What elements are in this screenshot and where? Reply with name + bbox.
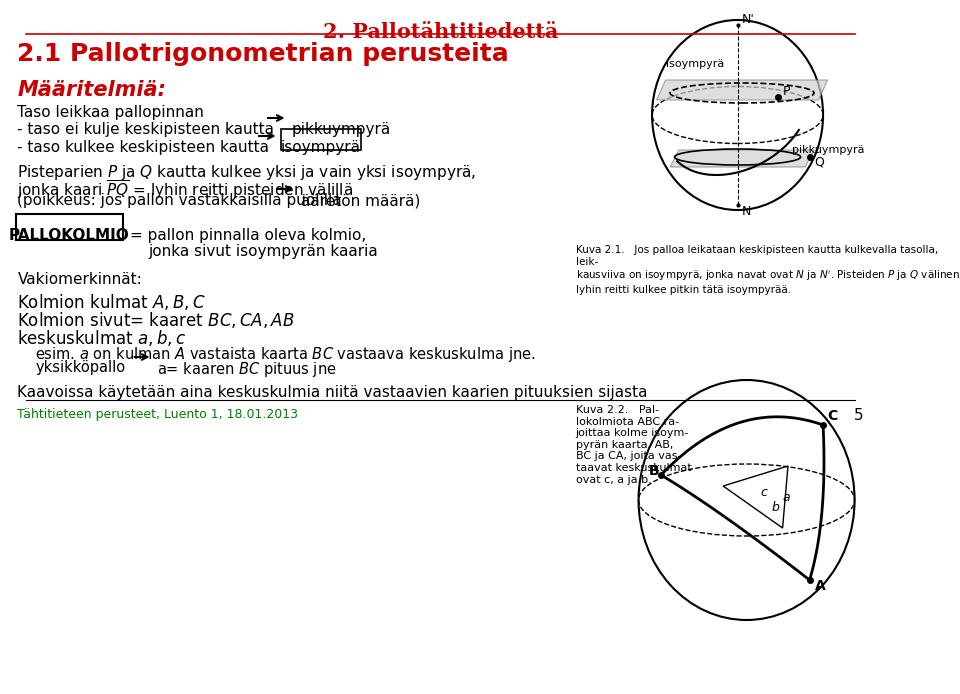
- Text: esim. $\mathit{a}$ on kulman $\mathit{A}$ vastaista kaarta $\mathit{BC}$ vastaav: esim. $\mathit{a}$ on kulman $\mathit{A}…: [36, 345, 536, 364]
- Text: Määritelmiä:: Määritelmiä:: [17, 80, 166, 100]
- Text: Tähtitieteen perusteet, Luento 1, 18.01.2013: Tähtitieteen perusteet, Luento 1, 18.01.…: [17, 408, 299, 421]
- Text: PALLOKOLMIO: PALLOKOLMIO: [9, 228, 130, 243]
- Text: 2. Pallotähtitiedettä: 2. Pallotähtitiedettä: [323, 22, 558, 42]
- Text: yksikköpallo: yksikköpallo: [36, 360, 126, 375]
- Text: jonka sivut isoympyrän kaaria: jonka sivut isoympyrän kaaria: [148, 244, 377, 259]
- Text: A: A: [815, 579, 826, 593]
- Text: - taso ei kulje keskipisteen kautta: - taso ei kulje keskipisteen kautta: [17, 122, 275, 137]
- Text: Kolmion kulmat $\mathit{A, B, C}$: Kolmion kulmat $\mathit{A, B, C}$: [17, 292, 206, 312]
- Text: Kuva 2.2.   Pal-
lokolmiota ABC ra-
joittaa kolme isoym-
pyrän kaarta, AB,
BC ja: Kuva 2.2. Pal- lokolmiota ABC ra- joitta…: [576, 405, 691, 484]
- Text: Kuva 2.1.   Jos palloa leikataan keskipisteen kautta kulkevalla tasolla, leik-
k: Kuva 2.1. Jos palloa leikataan keskipist…: [576, 245, 959, 295]
- Text: pikkuympyrä: pikkuympyrä: [792, 145, 864, 155]
- Text: C: C: [828, 409, 838, 423]
- Text: (poikkeus: jos pallon vastakkaisilla puolilla: (poikkeus: jos pallon vastakkaisilla puo…: [17, 193, 342, 208]
- Text: a: a: [782, 491, 790, 505]
- Text: Taso leikkaa pallopinnan: Taso leikkaa pallopinnan: [17, 105, 204, 120]
- Text: jonka kaari $\overline{PQ}$ = lyhin reitti pisteiden välillä: jonka kaari $\overline{PQ}$ = lyhin reit…: [17, 178, 353, 201]
- Text: Q: Q: [814, 155, 824, 168]
- Text: Vakiomerkinnät:: Vakiomerkinnät:: [17, 272, 142, 287]
- Text: b: b: [772, 501, 780, 514]
- Text: isoympyrä: isoympyrä: [280, 140, 361, 155]
- FancyBboxPatch shape: [281, 129, 361, 150]
- Text: = pallon pinnalla oleva kolmio,: = pallon pinnalla oleva kolmio,: [130, 228, 366, 243]
- Text: N': N': [742, 13, 755, 26]
- Text: isoympyrä: isoympyrä: [665, 59, 724, 69]
- Text: Kaavoissa käytetään aina keskuskulmia niitä vastaavien kaarien pituuksien sijast: Kaavoissa käytetään aina keskuskulmia ni…: [17, 385, 648, 400]
- Text: - taso kulkee keskipisteen kautta: - taso kulkee keskipisteen kautta: [17, 140, 270, 155]
- Text: ääretön määrä): ääretön määrä): [301, 193, 420, 208]
- Text: B: B: [648, 464, 660, 478]
- Polygon shape: [657, 80, 828, 100]
- Text: 2.1 Pallotrigonometrian perusteita: 2.1 Pallotrigonometrian perusteita: [17, 42, 509, 66]
- FancyBboxPatch shape: [15, 214, 123, 240]
- Text: keskuskulmat $\mathit{a, b, c}$: keskuskulmat $\mathit{a, b, c}$: [17, 328, 186, 348]
- Text: a= kaaren $\mathit{BC}$ pituus jne: a= kaaren $\mathit{BC}$ pituus jne: [157, 360, 337, 379]
- Text: pikkuympyrä: pikkuympyrä: [292, 122, 392, 137]
- Text: c: c: [760, 486, 767, 500]
- Polygon shape: [670, 150, 814, 167]
- Text: N: N: [742, 205, 752, 218]
- Text: Kolmion sivut= kaaret $\mathit{BC, CA, AB}$: Kolmion sivut= kaaret $\mathit{BC, CA, A…: [17, 310, 295, 330]
- Text: Pisteparien $\mathit{P}$ ja $\mathit{Q}$ kautta kulkee yksi ja vain yksi isoympy: Pisteparien $\mathit{P}$ ja $\mathit{Q}$…: [17, 163, 476, 182]
- Text: 5: 5: [854, 408, 864, 423]
- Text: P: P: [782, 85, 790, 98]
